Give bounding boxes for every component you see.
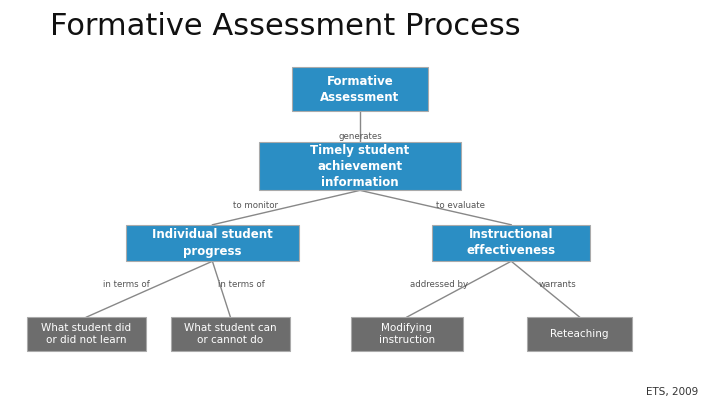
FancyBboxPatch shape [259, 142, 461, 190]
Text: in terms of: in terms of [218, 280, 264, 289]
Text: in terms of: in terms of [103, 280, 149, 289]
FancyBboxPatch shape [432, 225, 590, 261]
FancyBboxPatch shape [126, 225, 299, 261]
Text: warrants: warrants [539, 280, 577, 289]
FancyBboxPatch shape [27, 317, 145, 352]
FancyBboxPatch shape [351, 317, 462, 352]
Text: to evaluate: to evaluate [436, 201, 485, 210]
Text: Instructional
effectiveness: Instructional effectiveness [467, 228, 556, 258]
Text: Formative Assessment Process: Formative Assessment Process [50, 12, 521, 41]
Text: Timely student
achievement
information: Timely student achievement information [310, 143, 410, 189]
Text: What student did
or did not learn: What student did or did not learn [41, 323, 132, 345]
Text: Modifying
instruction: Modifying instruction [379, 323, 435, 345]
Text: What student can
or cannot do: What student can or cannot do [184, 323, 276, 345]
Text: Reteaching: Reteaching [550, 329, 609, 339]
Text: ETS, 2009: ETS, 2009 [646, 387, 698, 397]
Text: Individual student
progress: Individual student progress [152, 228, 273, 258]
Text: Formative
Assessment: Formative Assessment [320, 75, 400, 104]
Text: generates: generates [338, 132, 382, 141]
FancyBboxPatch shape [292, 67, 428, 111]
FancyBboxPatch shape [171, 317, 289, 352]
Text: addressed by: addressed by [410, 280, 468, 289]
Text: to monitor: to monitor [233, 201, 278, 210]
FancyBboxPatch shape [527, 317, 632, 352]
